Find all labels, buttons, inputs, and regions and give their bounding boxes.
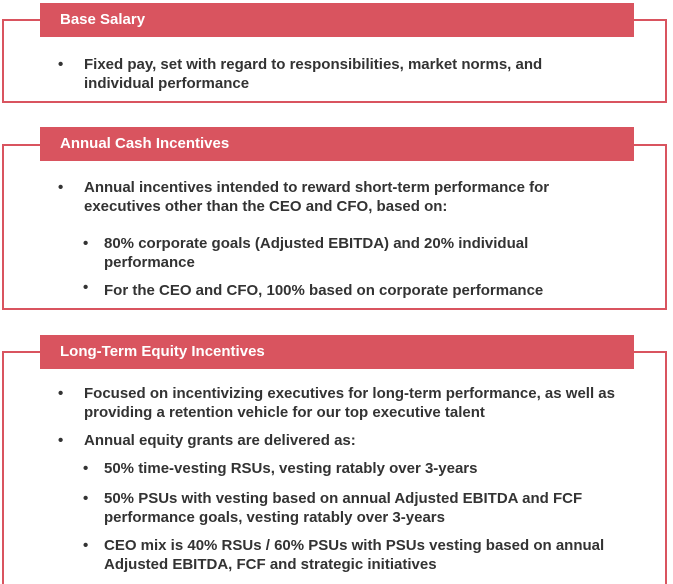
bullet-icon: • — [83, 235, 89, 252]
long-term-equity-section — [2, 351, 667, 584]
bullet-icon: • — [58, 56, 64, 73]
long-term-item-2: Annual equity grants are delivered as: — [84, 432, 356, 449]
annual-cash-incentives-header: Annual Cash Incentives — [40, 127, 634, 161]
long-term-subitem-2: 50% PSUs with vesting based on annual Ad… — [104, 490, 583, 526]
annual-cash-subitem-2: For the CEO and CFO, 100% based on corpo… — [104, 282, 544, 299]
base-salary-header: Base Salary — [40, 3, 634, 37]
bullet-icon: • — [58, 179, 64, 196]
long-term-subitem-1: 50% time-vesting RSUs, vesting ratably o… — [104, 460, 478, 477]
bullet-icon: • — [83, 460, 89, 477]
long-term-item-1: Focused on incentivizing executives for … — [84, 385, 615, 421]
annual-cash-incentives-section — [2, 144, 667, 310]
bullet-icon: • — [83, 537, 89, 554]
base-salary-item-1: Fixed pay, set with regard to responsibi… — [84, 56, 543, 92]
annual-cash-subitem-1: 80% corporate goals (Adjusted EBITDA) an… — [104, 235, 529, 271]
bullet-icon: • — [58, 385, 64, 402]
bullet-icon: • — [58, 432, 64, 449]
long-term-equity-header: Long-Term Equity Incentives — [40, 335, 634, 369]
bullet-icon: • — [83, 490, 89, 507]
annual-cash-item-1: Annual incentives intended to reward sho… — [84, 179, 550, 215]
long-term-subitem-3: CEO mix is 40% RSUs / 60% PSUs with PSUs… — [104, 537, 605, 573]
bullet-icon: • — [83, 279, 89, 296]
